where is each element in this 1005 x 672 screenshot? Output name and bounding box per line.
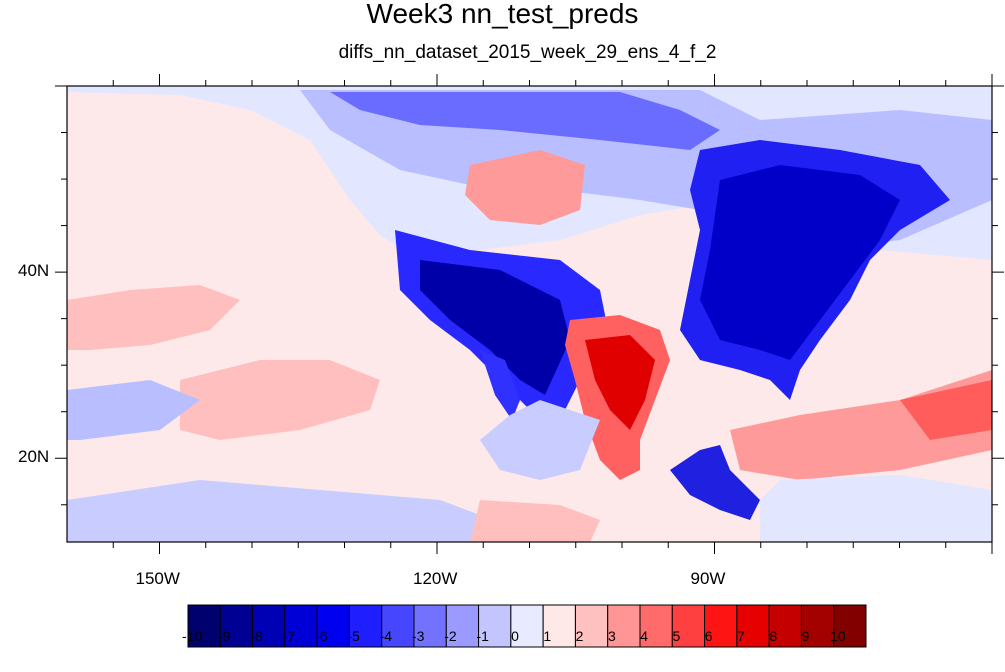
colorbar-label: 7: [737, 628, 745, 644]
colorbar-label: -9: [218, 628, 231, 644]
colorbar-label: 0: [511, 628, 519, 644]
colorbar-swatch: [381, 604, 415, 648]
colorbar-label: -3: [411, 628, 425, 644]
colorbar-swatch: [510, 604, 544, 648]
x-tick-label: 120W: [413, 569, 458, 588]
y-tick-label: 40N: [18, 261, 50, 281]
colorbar-label: 2: [575, 628, 584, 644]
colorbar-label: -10: [182, 628, 203, 644]
anomaly-field: [67, 86, 992, 542]
colorbar-label: 5: [672, 628, 681, 644]
colorbar-label: 4: [640, 628, 649, 644]
colorbar: [187, 604, 867, 648]
colorbar-swatch: [316, 604, 350, 648]
colorbar-label: 8: [769, 628, 778, 644]
colorbar-swatch: [542, 604, 576, 648]
colorbar-label: -6: [315, 628, 328, 644]
colorbar-swatch: [607, 604, 641, 648]
x-tick-label: 150W: [135, 569, 180, 588]
colorbar-label: -2: [444, 628, 457, 644]
colorbar-swatch: [800, 604, 835, 648]
axis-ticks: [55, 74, 1004, 554]
colorbar-label: -8: [250, 628, 263, 644]
colorbar-swatch: [219, 604, 254, 648]
colorbar-label: 3: [607, 628, 616, 644]
colorbar-swatch: [833, 604, 867, 648]
colorbar-swatch: [768, 604, 802, 648]
colorbar-swatch: [574, 604, 609, 648]
map-subtitle: diffs_nn_dataset_2015_week_29_ens_4_f_2: [338, 42, 717, 63]
colorbar-swatch: [671, 604, 706, 648]
colorbar-swatch: [284, 604, 318, 648]
colorbar-label: 9: [801, 628, 810, 644]
colorbar-label: -1: [476, 628, 489, 644]
colorbar-label: 6: [704, 628, 713, 644]
x-tick-label: 90W: [690, 569, 726, 588]
colorbar-swatch: [187, 604, 221, 648]
colorbar-label: -7: [282, 628, 296, 644]
colorbar-label: -5: [347, 628, 360, 644]
colorbar-label: 1: [543, 628, 552, 644]
colorbar-swatch: [413, 604, 447, 648]
colorbar-label: -4: [379, 628, 393, 644]
colorbar-swatch: [639, 604, 673, 648]
colorbar-swatch: [252, 604, 286, 648]
colorbar-swatch: [736, 604, 770, 648]
map-title: Week3 nn_test_preds: [366, 0, 639, 29]
y-tick-label: 20N: [18, 447, 50, 467]
colorbar-swatch: [445, 604, 480, 648]
colorbar-label: 10: [830, 628, 846, 644]
